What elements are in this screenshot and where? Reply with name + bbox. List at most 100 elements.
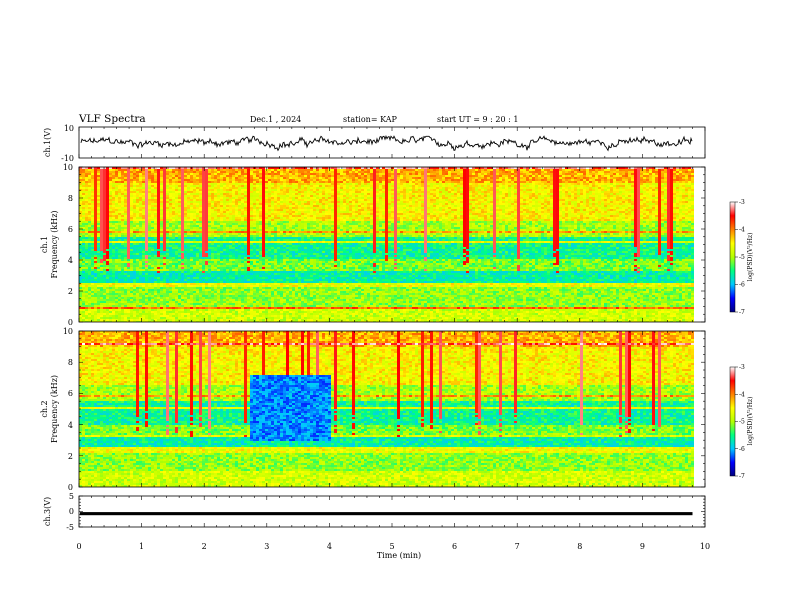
spectrogram-cell xyxy=(400,209,403,211)
spectrogram-cell xyxy=(340,191,343,193)
spectrogram-cell xyxy=(631,201,634,203)
spectrogram-cell xyxy=(514,197,517,199)
spectrogram-cell xyxy=(145,187,148,189)
spectrogram-cell xyxy=(109,177,112,179)
spectrogram-cell xyxy=(622,167,625,169)
spectrogram-cell xyxy=(259,171,262,173)
spectrogram-cell xyxy=(511,195,514,197)
spectrogram-cell xyxy=(202,191,205,193)
spectrogram-cell xyxy=(370,197,373,199)
spectrogram-cell xyxy=(532,189,535,191)
spectrogram-cell xyxy=(244,187,247,189)
spectrogram-cell xyxy=(580,199,583,201)
spectrogram-cell xyxy=(229,187,232,189)
spectrogram-cell xyxy=(325,175,328,177)
spectrogram-cell xyxy=(421,205,424,207)
spectrogram-cell xyxy=(400,171,403,173)
spectrogram-cell xyxy=(118,183,121,185)
spectrogram-cell xyxy=(391,183,394,185)
spectrogram-cell xyxy=(187,199,190,201)
spectrogram-cell xyxy=(361,193,364,195)
spectrogram-cell xyxy=(679,167,682,169)
spectrogram-cell xyxy=(421,179,424,181)
spectrogram-cell xyxy=(274,199,277,201)
spectrogram-cell xyxy=(598,193,601,195)
spectrogram-cell xyxy=(439,177,442,179)
spectrogram-cell xyxy=(571,203,574,205)
spectrogram-cell xyxy=(124,211,127,213)
spectrogram-cell xyxy=(109,181,112,183)
spectrogram-cell xyxy=(472,185,475,187)
spectrogram-cell xyxy=(235,195,238,197)
spectrogram-cell xyxy=(523,189,526,191)
spectrogram-cell xyxy=(100,167,103,169)
spectrogram-cell xyxy=(583,185,586,187)
spectrogram-cell xyxy=(175,179,178,181)
spectrogram-cell xyxy=(487,195,490,197)
spectrogram-cell xyxy=(511,179,514,181)
spectrogram-cell xyxy=(280,183,283,185)
spectrogram-cell xyxy=(394,183,397,185)
spectrogram-cell xyxy=(637,173,640,175)
spectrogram-cell xyxy=(301,209,304,211)
spectrogram-cell xyxy=(223,175,226,177)
spectrogram-cell xyxy=(379,191,382,193)
spectrogram-cell xyxy=(226,209,229,211)
spectrogram-cell xyxy=(577,171,580,173)
spectrogram-cell xyxy=(514,187,517,189)
spectrogram-cell xyxy=(160,177,163,179)
spectrogram-cell xyxy=(115,175,118,177)
spectrogram-cell xyxy=(211,201,214,203)
spectrogram-cell xyxy=(568,211,571,213)
spectrogram-cell xyxy=(409,167,412,169)
spectrogram-cell xyxy=(337,191,340,193)
spectrogram-cell xyxy=(367,177,370,179)
spectrogram-cell xyxy=(199,199,202,201)
spectrogram-cell xyxy=(382,213,385,215)
spectrogram-cell xyxy=(310,183,313,185)
spectrogram-cell xyxy=(652,195,655,197)
spectrogram-cell xyxy=(343,173,346,175)
spectrogram-cell xyxy=(394,177,397,179)
spectrogram-cell xyxy=(427,173,430,175)
spectrogram-cell xyxy=(574,167,577,169)
spectrogram-cell xyxy=(250,213,253,215)
spectrogram-cell xyxy=(217,195,220,197)
spectrogram-cell xyxy=(157,187,160,189)
spectrogram-cell xyxy=(346,177,349,179)
spectrogram-cell xyxy=(85,171,88,173)
spectrogram-cell xyxy=(391,175,394,177)
spectrogram-cell xyxy=(205,167,208,169)
spectrogram-cell xyxy=(181,191,184,193)
spectrogram-cell xyxy=(160,189,163,191)
spectrogram-cell xyxy=(391,167,394,169)
spectrogram-cell xyxy=(601,181,604,183)
spectrogram-cell xyxy=(523,193,526,195)
spectrogram-cell xyxy=(268,199,271,201)
spectrogram-cell xyxy=(313,209,316,211)
spectrogram-cell xyxy=(97,187,100,189)
spectrogram-cell xyxy=(496,211,499,213)
spectrogram-cell xyxy=(274,171,277,173)
spectrogram-cell xyxy=(664,207,667,209)
spectrogram-cell xyxy=(511,175,514,177)
spectrogram-cell xyxy=(499,209,502,211)
spectrogram-cell xyxy=(676,187,679,189)
spectrogram-cell xyxy=(502,203,505,205)
spectrogram-cell xyxy=(256,201,259,203)
spectrogram-cell xyxy=(637,193,640,195)
spectrogram-cell xyxy=(469,173,472,175)
spectrogram-cell xyxy=(505,197,508,199)
spectrogram-cell xyxy=(85,203,88,205)
spectrogram-cell xyxy=(211,199,214,201)
spectrogram-cell xyxy=(331,193,334,195)
spectrogram-cell xyxy=(325,183,328,185)
spectrogram-cell xyxy=(190,203,193,205)
spectrogram-cell xyxy=(373,169,376,171)
spectrogram-cell xyxy=(517,211,520,213)
spectrogram-cell xyxy=(685,167,688,169)
spectrogram-cell xyxy=(421,169,424,171)
spectrogram-cell xyxy=(223,183,226,185)
spectrogram-cell xyxy=(100,179,103,181)
spectrogram-cell xyxy=(367,193,370,195)
